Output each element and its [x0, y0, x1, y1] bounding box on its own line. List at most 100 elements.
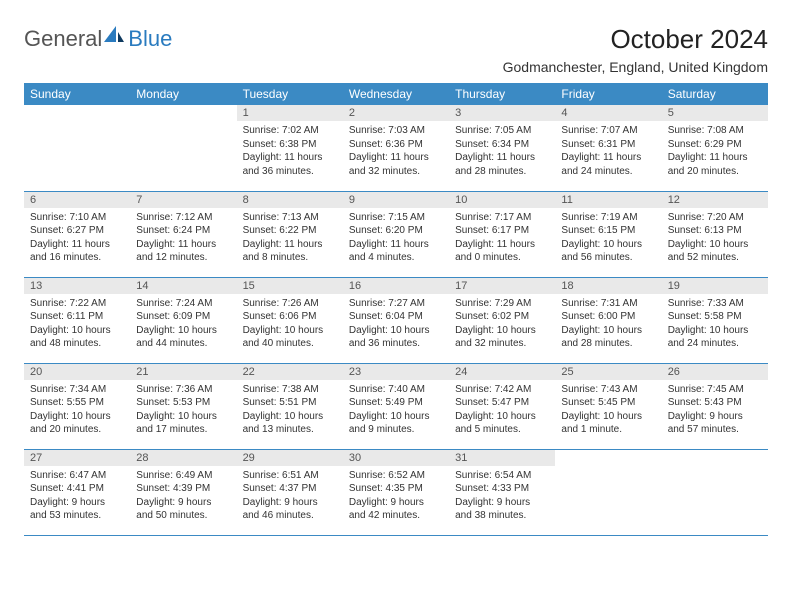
calendar-week-row: 13Sunrise: 7:22 AMSunset: 6:11 PMDayligh…	[24, 277, 768, 363]
sunset-text: Sunset: 4:33 PM	[455, 482, 549, 496]
daylight-text: Daylight: 10 hours and 52 minutes.	[668, 238, 762, 265]
day-details: Sunrise: 7:45 AMSunset: 5:43 PMDaylight:…	[662, 380, 768, 443]
calendar-header-row: SundayMondayTuesdayWednesdayThursdayFrid…	[24, 83, 768, 105]
daylight-text: Daylight: 11 hours and 16 minutes.	[30, 238, 124, 265]
sunset-text: Sunset: 6:15 PM	[561, 224, 655, 238]
calendar-day-cell: 14Sunrise: 7:24 AMSunset: 6:09 PMDayligh…	[130, 277, 236, 363]
day-number: 19	[662, 278, 768, 294]
sunset-text: Sunset: 6:17 PM	[455, 224, 549, 238]
calendar-day-cell: 28Sunrise: 6:49 AMSunset: 4:39 PMDayligh…	[130, 449, 236, 535]
daylight-text: Daylight: 10 hours and 32 minutes.	[455, 324, 549, 351]
calendar-day-cell: 18Sunrise: 7:31 AMSunset: 6:00 PMDayligh…	[555, 277, 661, 363]
daylight-text: Daylight: 9 hours and 38 minutes.	[455, 496, 549, 523]
day-number: 10	[449, 192, 555, 208]
day-number: 16	[343, 278, 449, 294]
day-number: 17	[449, 278, 555, 294]
calendar-day-cell: 17 Sunrise: 7:29 AMSunset: 6:02 PMDayligh…	[449, 277, 555, 363]
sunset-text: Sunset: 5:49 PM	[349, 396, 443, 410]
calendar-day-cell: 9Sunrise: 7:15 AMSunset: 6:20 PMDaylight…	[343, 191, 449, 277]
day-details: Sunrise: 7:26 AMSunset: 6:06 PMDaylight:…	[237, 294, 343, 357]
day-details: Sunrise: 7:31 AMSunset: 6:00 PMDaylight:…	[555, 294, 661, 357]
weekday-header: Saturday	[662, 83, 768, 105]
logo-text-general: General	[24, 26, 102, 52]
calendar-day-cell: 16Sunrise: 7:27 AMSunset: 6:04 PMDayligh…	[343, 277, 449, 363]
day-details: Sunrise: 7:34 AMSunset: 5:55 PMDaylight:…	[24, 380, 130, 443]
calendar-day-cell: 7Sunrise: 7:12 AMSunset: 6:24 PMDaylight…	[130, 191, 236, 277]
sunrise-text: Sunrise: 7:12 AM	[136, 211, 230, 225]
daylight-text: Daylight: 10 hours and 36 minutes.	[349, 324, 443, 351]
daylight-text: Daylight: 10 hours and 40 minutes.	[243, 324, 337, 351]
sunset-text: Sunset: 6:11 PM	[30, 310, 124, 324]
calendar-day-cell: 10Sunrise: 7:17 AMSunset: 6:17 PMDayligh…	[449, 191, 555, 277]
daylight-text: Daylight: 11 hours and 36 minutes.	[243, 151, 337, 178]
sunset-text: Sunset: 6:24 PM	[136, 224, 230, 238]
day-number: 11	[555, 192, 661, 208]
day-number: 28	[130, 450, 236, 466]
weekday-header: Friday	[555, 83, 661, 105]
day-number: 3	[449, 105, 555, 121]
day-details: Sunrise: 7:03 AMSunset: 6:36 PMDaylight:…	[343, 121, 449, 184]
page: General Blue October 2024 Godmanchester,…	[0, 0, 792, 536]
day-number: 18	[555, 278, 661, 294]
calendar-day-cell: 24Sunrise: 7:42 AMSunset: 5:47 PMDayligh…	[449, 363, 555, 449]
day-details: Sunrise: 7:19 AMSunset: 6:15 PMDaylight:…	[555, 208, 661, 271]
calendar-week-row: ....1Sunrise: 7:02 AMSunset: 6:38 PMDayl…	[24, 105, 768, 191]
sunrise-text: Sunrise: 6:52 AM	[349, 469, 443, 483]
calendar-day-cell: 22Sunrise: 7:38 AMSunset: 5:51 PMDayligh…	[237, 363, 343, 449]
daylight-text: Daylight: 10 hours and 20 minutes.	[30, 410, 124, 437]
sunset-text: Sunset: 5:55 PM	[30, 396, 124, 410]
sunrise-text: Sunrise: 6:51 AM	[243, 469, 337, 483]
day-number: 29	[237, 450, 343, 466]
day-details: Sunrise: 7:15 AMSunset: 6:20 PMDaylight:…	[343, 208, 449, 271]
calendar-day-cell: 26Sunrise: 7:45 AMSunset: 5:43 PMDayligh…	[662, 363, 768, 449]
sunset-text: Sunset: 4:37 PM	[243, 482, 337, 496]
sunset-text: Sunset: 6:06 PM	[243, 310, 337, 324]
sunset-text: Sunset: 6:22 PM	[243, 224, 337, 238]
day-number: 2	[343, 105, 449, 121]
calendar-day-cell: ..	[662, 449, 768, 535]
sunset-text: Sunset: 6:09 PM	[136, 310, 230, 324]
daylight-text: Daylight: 11 hours and 28 minutes.	[455, 151, 549, 178]
daylight-text: Daylight: 9 hours and 42 minutes.	[349, 496, 443, 523]
calendar-body: ....1Sunrise: 7:02 AMSunset: 6:38 PMDayl…	[24, 105, 768, 535]
weekday-header: Tuesday	[237, 83, 343, 105]
day-details: Sunrise: 7:36 AMSunset: 5:53 PMDaylight:…	[130, 380, 236, 443]
calendar-day-cell: 20Sunrise: 7:34 AMSunset: 5:55 PMDayligh…	[24, 363, 130, 449]
daylight-text: Daylight: 10 hours and 1 minute.	[561, 410, 655, 437]
day-number: 26	[662, 364, 768, 380]
calendar-day-cell: 19Sunrise: 7:33 AMSunset: 5:58 PMDayligh…	[662, 277, 768, 363]
weekday-header: Wednesday	[343, 83, 449, 105]
day-number: 23	[343, 364, 449, 380]
daylight-text: Daylight: 11 hours and 0 minutes.	[455, 238, 549, 265]
calendar-day-cell: 13Sunrise: 7:22 AMSunset: 6:11 PMDayligh…	[24, 277, 130, 363]
sunset-text: Sunset: 4:41 PM	[30, 482, 124, 496]
sunset-text: Sunset: 6:04 PM	[349, 310, 443, 324]
sunset-text: Sunset: 6:36 PM	[349, 138, 443, 152]
daylight-text: Daylight: 9 hours and 53 minutes.	[30, 496, 124, 523]
sunrise-text: Sunrise: 7:33 AM	[668, 297, 762, 311]
sunrise-text: Sunrise: 7:43 AM	[561, 383, 655, 397]
day-details: Sunrise: 7:17 AMSunset: 6:17 PMDaylight:…	[449, 208, 555, 271]
day-number: 12	[662, 192, 768, 208]
sunset-text: Sunset: 5:45 PM	[561, 396, 655, 410]
calendar-day-cell: 8Sunrise: 7:13 AMSunset: 6:22 PMDaylight…	[237, 191, 343, 277]
day-details: Sunrise: 7:33 AMSunset: 5:58 PMDaylight:…	[662, 294, 768, 357]
sunset-text: Sunset: 6:38 PM	[243, 138, 337, 152]
day-number: 22	[237, 364, 343, 380]
calendar-day-cell: 27Sunrise: 6:47 AMSunset: 4:41 PMDayligh…	[24, 449, 130, 535]
sunset-text: Sunset: 6:02 PM	[455, 310, 549, 324]
day-number: 4	[555, 105, 661, 121]
logo-text-blue: Blue	[128, 26, 172, 52]
day-details: Sunrise: 7:08 AMSunset: 6:29 PMDaylight:…	[662, 121, 768, 184]
day-details: Sunrise: 7:13 AMSunset: 6:22 PMDaylight:…	[237, 208, 343, 271]
daylight-text: Daylight: 10 hours and 9 minutes.	[349, 410, 443, 437]
sunrise-text: Sunrise: 7:26 AM	[243, 297, 337, 311]
daylight-text: Daylight: 10 hours and 5 minutes.	[455, 410, 549, 437]
sunrise-text: Sunrise: 7:29 AM	[455, 297, 549, 311]
sunset-text: Sunset: 6:20 PM	[349, 224, 443, 238]
day-number: 15	[237, 278, 343, 294]
daylight-text: Daylight: 9 hours and 57 minutes.	[668, 410, 762, 437]
sunrise-text: Sunrise: 7:13 AM	[243, 211, 337, 225]
day-number: 8	[237, 192, 343, 208]
daylight-text: Daylight: 11 hours and 12 minutes.	[136, 238, 230, 265]
